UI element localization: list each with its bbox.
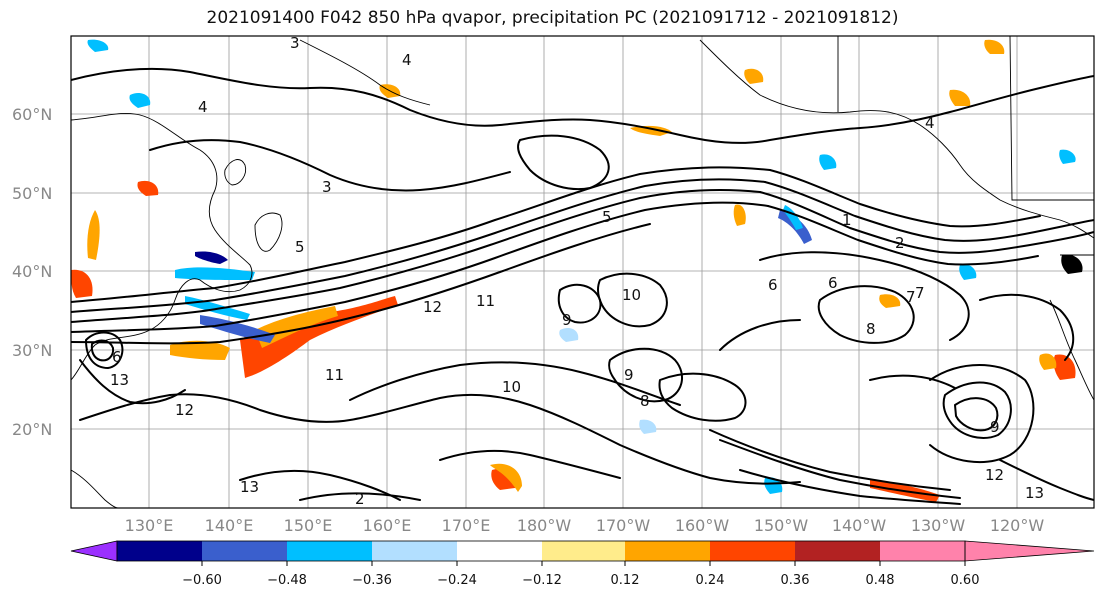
colorbar-extend-right (964, 540, 1095, 562)
lon-label: 180°W (517, 516, 572, 535)
map-frame (70, 35, 1095, 509)
contour-label: 13 (1025, 484, 1044, 502)
lon-label: 140°W (832, 516, 887, 535)
lon-label: 150°E (284, 516, 333, 535)
lat-label: 30°N (12, 341, 52, 360)
colorbar-bin (795, 541, 880, 561)
contour-labels: 3 4 4 3 4 5 5 12 11 10 9 8 7 6 13 12 11 … (110, 34, 1044, 508)
lon-label: 160°E (363, 516, 412, 535)
colorbar-bin (287, 541, 372, 561)
contour-label: 12 (175, 401, 194, 419)
colorbar-tick-label: 0.48 (866, 573, 895, 588)
colorbar-tick-label: 0.12 (611, 573, 640, 588)
contour-label: 2 (355, 490, 365, 508)
contour-label: 8 (866, 320, 876, 338)
lon-label: 170°E (442, 516, 491, 535)
contour-label: 12 (985, 466, 1004, 484)
colorbar-tick-label: −0.48 (267, 573, 307, 588)
contour-label: 4 (925, 114, 935, 132)
colorbar-bin (372, 541, 457, 561)
qvapor-contours (71, 67, 1094, 505)
contour-label: 8 (640, 392, 650, 410)
colorbar-bin (710, 541, 795, 561)
colorbar-bin (457, 541, 542, 561)
lon-label: 140°E (205, 516, 254, 535)
colorbar-tick-label: −0.60 (182, 573, 222, 588)
contour-label: 7 (915, 284, 925, 302)
contour-label: 6 (112, 348, 122, 366)
colorbar-tick-label: 0.60 (951, 573, 980, 588)
contour-label: 5 (295, 238, 305, 256)
contour-label: 4 (198, 98, 208, 116)
contour-label: 3 (290, 34, 300, 52)
map-title: 2021091400 F042 850 hPa qvapor, precipit… (206, 8, 899, 28)
contour-label: 9 (990, 418, 1000, 436)
lon-label: 150°W (754, 516, 809, 535)
lat-label: 60°N (12, 105, 52, 124)
lon-label: 170°W (596, 516, 651, 535)
colorbar-tick-label: −0.36 (352, 573, 392, 588)
colorbar-bin (117, 541, 202, 561)
contour-label: 13 (110, 371, 129, 389)
lon-label: 130°W (911, 516, 966, 535)
lat-label: 20°N (12, 420, 52, 439)
contour-label: 10 (502, 378, 521, 396)
contour-label: 1 (842, 211, 852, 229)
lat-label: 50°N (12, 184, 52, 203)
colorbar-bin (202, 541, 287, 561)
lon-label: 130°E (125, 516, 174, 535)
colorbar-tick-label: 0.36 (781, 573, 810, 588)
colorbar: −0.60 −0.48 −0.36 −0.24 −0.12 0.12 0.24 … (70, 540, 1095, 588)
contour-label: 6 (828, 274, 838, 292)
colorbar-bin (542, 541, 625, 561)
colorbar-tick-label: −0.12 (522, 573, 562, 588)
coastlines (71, 36, 1094, 508)
contour-label: 3 (322, 178, 332, 196)
contour-label: 4 (402, 51, 412, 69)
colorbar-bin (625, 541, 710, 561)
latitude-labels: 60°N 50°N 40°N 30°N 20°N (12, 105, 52, 439)
contour-label: 11 (325, 366, 344, 384)
colorbar-tick-label: 0.24 (696, 573, 725, 588)
colorbar-extend-left (70, 540, 118, 562)
contour-label: 2 (895, 234, 905, 252)
contour-label: 11 (476, 292, 495, 310)
contour-label: 12 (423, 298, 442, 316)
colorbar-bin (880, 541, 965, 561)
contour-label: 6 (768, 276, 778, 294)
lon-label: 120°W (990, 516, 1045, 535)
longitude-labels: 130°E 140°E 150°E 160°E 170°E 180°W 170°… (125, 516, 1045, 535)
contour-label: 9 (624, 366, 634, 384)
colorbar-tick-label: −0.24 (437, 573, 477, 588)
lat-label: 40°N (12, 262, 52, 281)
contour-label: 5 (602, 208, 612, 226)
lon-label: 160°W (675, 516, 730, 535)
contour-label: 13 (240, 478, 259, 496)
contour-label: 10 (622, 286, 641, 304)
contour-label: 9 (562, 311, 572, 329)
contour-label: 7 (906, 288, 916, 306)
